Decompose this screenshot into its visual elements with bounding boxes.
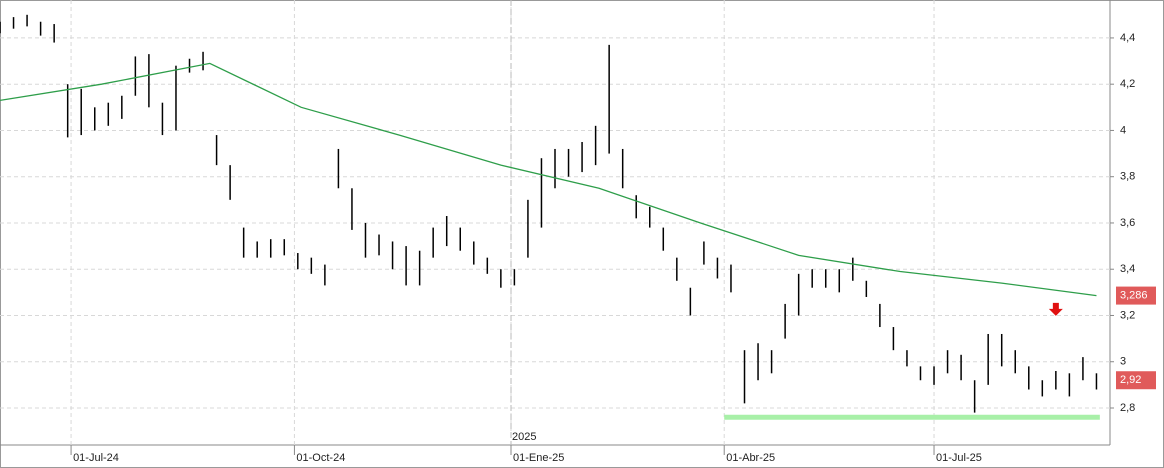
y-tick-label: 3,8 — [1120, 171, 1135, 183]
y-tick-label: 3,6 — [1120, 217, 1135, 229]
moving-average — [0, 62, 1097, 297]
price-marker — [1116, 286, 1156, 305]
y-tick-label: 3,2 — [1120, 309, 1135, 321]
x-tick-label: 01-Oct-24 — [296, 452, 345, 464]
y-tick-label: 2,8 — [1120, 402, 1135, 414]
price-marker-label: 3,286 — [1120, 289, 1148, 301]
x-tick-label: 01-Ene-25 — [513, 452, 564, 464]
price-marker-label: 2,92 — [1120, 374, 1141, 386]
year-label: 2025 — [512, 431, 536, 443]
signal-arrow — [1048, 302, 1063, 316]
y-tick-label: 3 — [1120, 356, 1126, 368]
x-tick-label: 01-Abr-25 — [726, 452, 775, 464]
x-tick-label: 01-Jul-25 — [936, 452, 982, 464]
price-marker — [1116, 371, 1156, 390]
y-tick-label: 3,4 — [1120, 263, 1135, 275]
y-tick-label: 4,2 — [1120, 78, 1135, 90]
y-tick-label: 4 — [1120, 124, 1126, 136]
x-tick-label: 01-Jul-24 — [73, 452, 119, 464]
y-tick-label: 4,4 — [1120, 32, 1135, 44]
